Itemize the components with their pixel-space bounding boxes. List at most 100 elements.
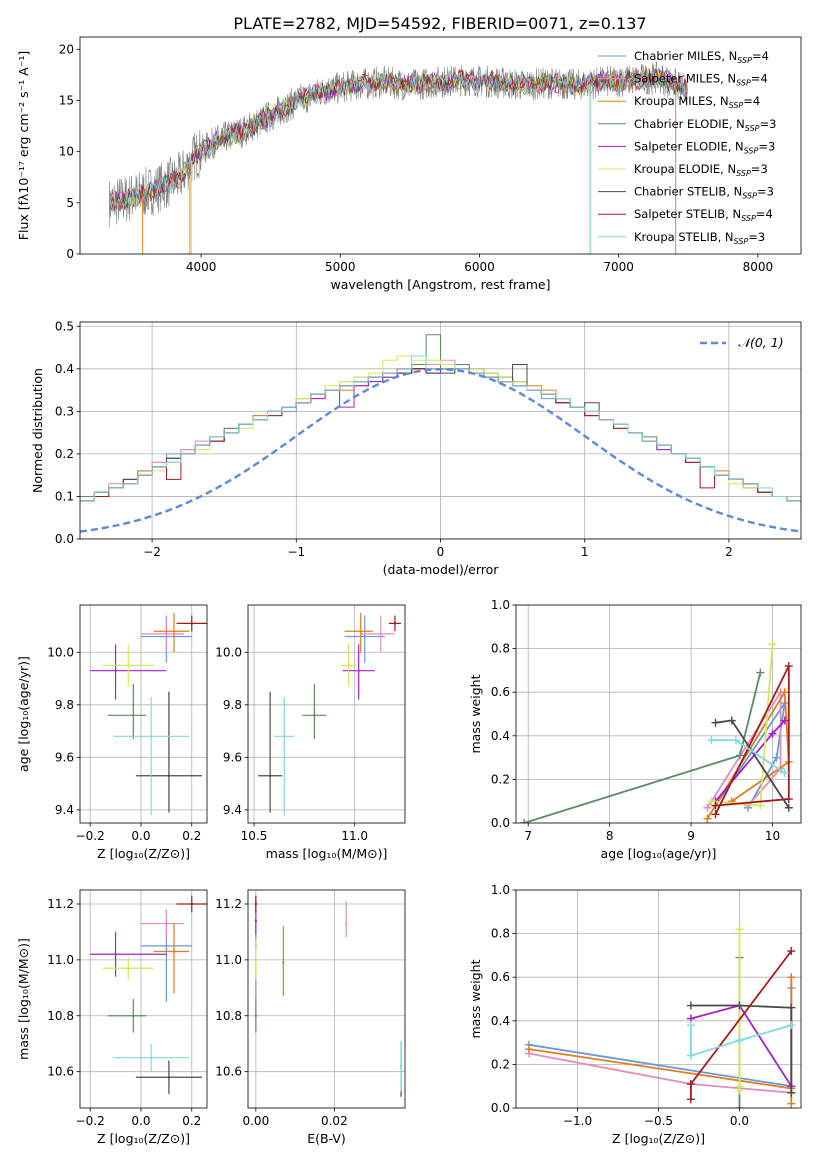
y-tick-label: 0.3	[55, 404, 74, 418]
x-axis-label: Z [log₁₀(Z/Z⊙)]	[97, 846, 190, 861]
data-point	[172, 950, 176, 953]
y-tick-label: 10.0	[47, 645, 74, 659]
y-tick-label: 0.4	[491, 729, 510, 743]
data-point	[379, 632, 383, 636]
y-tick-label: 9.4	[223, 803, 242, 817]
grid	[80, 605, 207, 823]
legend-label: Salpeter ELODIE, NSSP=3	[634, 139, 775, 155]
weight-marker	[784, 803, 793, 812]
weight-line	[528, 977, 793, 1104]
weight-marker	[707, 736, 716, 745]
x-tick-label: −0.5	[644, 1114, 673, 1128]
panel-spectrum: 4000 5000 6000 7000 8000 0 5 10 15 20 wavelength […	[16, 36, 802, 292]
histogram-step-line	[80, 355, 801, 506]
data-point	[357, 669, 360, 672]
y-tick-label: 10.8	[215, 1009, 242, 1023]
y-tick-label: 1.0	[491, 598, 510, 612]
legend: Chabrier MILES, NSSP=4 Salpeter MILES, NS…	[598, 49, 776, 246]
y-axis-label: age [log₁₀(age/yr)]	[16, 656, 31, 772]
plot-area	[248, 605, 405, 823]
x-tick-label: 10.5	[241, 829, 268, 843]
weight-marker	[686, 1001, 695, 1010]
weight-line	[706, 689, 790, 820]
data-point	[114, 953, 117, 956]
plot-area	[108, 61, 689, 254]
x-axis-label: Z [log₁₀(Z/Z⊙)]	[97, 1131, 190, 1146]
weight-marker	[686, 1021, 695, 1030]
y-tick-label: 10.0	[215, 645, 242, 659]
data-point	[167, 1076, 171, 1079]
x-tick-label: 0.0	[131, 1114, 150, 1128]
weight-marker	[780, 716, 789, 725]
x-tick-label: −2	[143, 545, 161, 559]
histogram-step-line	[80, 334, 801, 506]
figure-title: PLATE=2782, MJD=54592, FIBERID=0071, z=0…	[233, 14, 646, 33]
data-point	[114, 669, 117, 672]
histogram-step-line	[80, 368, 801, 506]
y-tick-label: 0.1	[55, 489, 74, 503]
x-axis-label: Z [log₁₀(Z/Z⊙)]	[612, 1131, 705, 1146]
y-tick-label: 11.0	[215, 953, 242, 967]
data-point	[254, 902, 258, 906]
axes-frame	[79, 889, 208, 1109]
y-tick-label: 1.0	[491, 883, 510, 897]
weight-marker	[756, 668, 765, 677]
panel-weight-vs-age: 7 8 9 10 0.0 0.2 0.4 0.6 0.8 1.0 age [log₁₀(age/yr…	[468, 598, 802, 861]
y-axis-label: Normed distribution	[30, 368, 45, 493]
data-point	[283, 735, 286, 738]
weight-marker	[787, 1088, 796, 1097]
x-axis-label: wavelength [Angstrom, rest frame]	[330, 277, 550, 292]
y-tick-label: 0.8	[491, 642, 510, 656]
y-tick-label: 9.6	[55, 750, 74, 764]
axes: −1.0 −0.5 0.0 0.0 0.2 0.4 0.6 0.8 1.0 Z [log₁₀(Z/…	[468, 883, 802, 1146]
weight-marker	[735, 1036, 744, 1045]
x-tick-label: 0	[437, 545, 445, 559]
y-tick-label: 10.6	[47, 1065, 74, 1079]
y-tick-label: 0.0	[491, 816, 510, 830]
plot-area	[80, 890, 207, 1108]
legend-label: Kroupa STELIB, NSSP=3	[634, 230, 765, 246]
weight-marker	[756, 801, 765, 810]
weight-line	[523, 672, 762, 823]
data-point	[149, 1056, 153, 1059]
histogram-step-line	[80, 368, 801, 506]
data-point	[127, 664, 130, 667]
weight-marker	[686, 1095, 695, 1104]
y-axis-label: mass weight	[468, 959, 483, 1038]
x-tick-label: −1.0	[563, 1114, 592, 1128]
x-tick-label: 0.02	[321, 1114, 348, 1128]
y-tick-label: 10	[59, 145, 74, 159]
y-tick-label: 9.4	[55, 803, 74, 817]
histogram-step-line	[80, 355, 801, 506]
y-tick-label: 9.8	[223, 698, 242, 712]
data-point	[313, 714, 316, 717]
y-tick-label: 11.0	[47, 953, 74, 967]
x-tick-label: 7	[524, 829, 532, 843]
y-tick-label: 10.6	[215, 1065, 242, 1079]
weight-marker	[727, 716, 736, 725]
legend-label: Chabrier MILES, NSSP=4	[634, 49, 769, 65]
plot-area	[80, 605, 207, 823]
weight-marker	[520, 819, 529, 823]
weight-line	[706, 689, 782, 809]
weight-line	[690, 1004, 793, 1093]
x-tick-label: −0.2	[76, 829, 105, 843]
x-tick-label: 0.0	[730, 1114, 749, 1128]
weight-marker	[784, 662, 793, 671]
axes: −2 −1 0 1 2 0.0 0.1 0.2 0.3 0.4 0.5 (data-model)/er…	[30, 319, 802, 577]
y-tick-label: 0.4	[55, 362, 74, 376]
weight-marker	[703, 803, 712, 812]
plot-area	[516, 605, 801, 823]
x-tick-label: 5000	[325, 260, 356, 274]
grid	[248, 605, 405, 823]
weight-marker	[787, 947, 796, 956]
y-tick-label: 0.5	[55, 319, 74, 333]
weight-marker	[780, 768, 789, 777]
plot-area	[248, 890, 405, 1108]
x-tick-label: −1	[287, 545, 305, 559]
y-axis-label: mass [log₁₀(M/M⊙)]	[16, 938, 31, 1060]
y-tick-label: 9.6	[223, 750, 242, 764]
y-tick-label: 11.2	[47, 897, 74, 911]
grid	[80, 890, 207, 1108]
